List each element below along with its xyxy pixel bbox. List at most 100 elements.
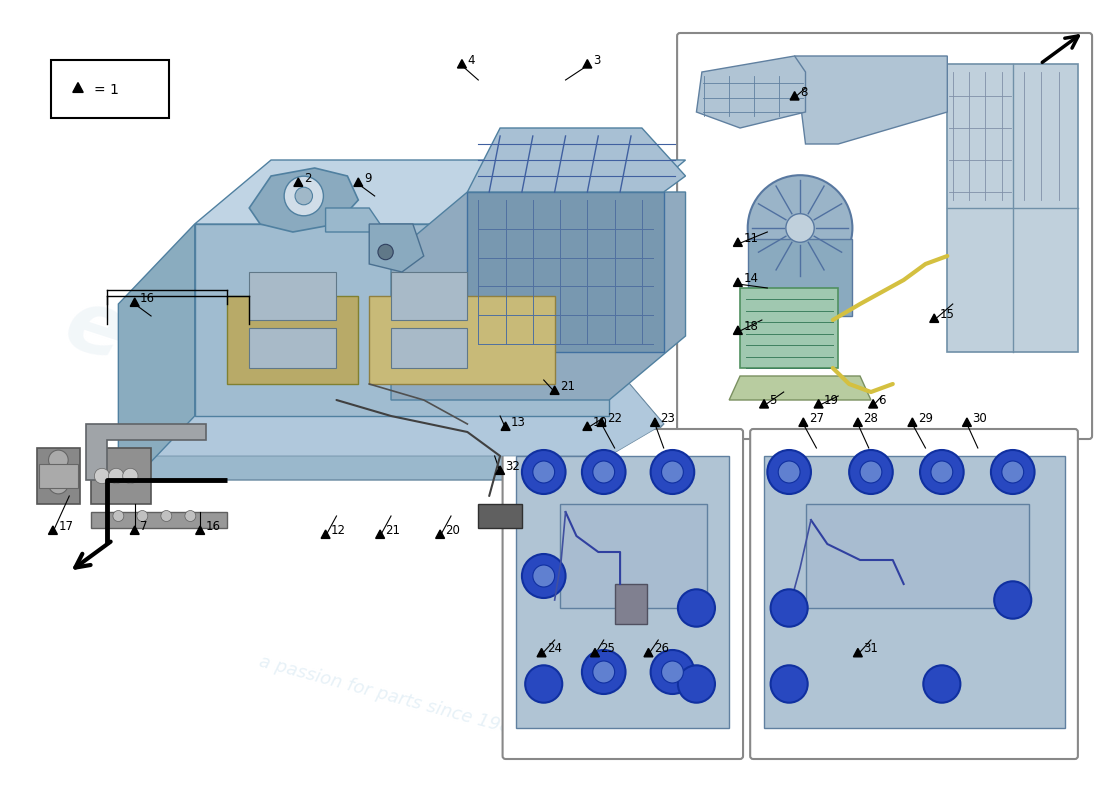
Polygon shape [228,296,359,384]
Polygon shape [696,56,805,128]
Polygon shape [591,648,600,657]
Circle shape [95,468,110,484]
Polygon shape [748,239,852,316]
Polygon shape [930,314,938,322]
Polygon shape [799,418,807,426]
Text: 6: 6 [879,394,887,406]
Polygon shape [734,278,742,286]
Polygon shape [91,448,151,504]
Text: 30: 30 [972,412,987,425]
Text: eurobits: eurobits [55,282,465,486]
Text: 28: 28 [864,412,878,425]
Circle shape [582,450,626,494]
Text: 21: 21 [560,380,575,393]
Circle shape [661,461,683,483]
Polygon shape [39,464,78,488]
Polygon shape [321,530,330,538]
Circle shape [109,468,124,484]
Polygon shape [644,648,653,657]
Polygon shape [962,418,971,426]
Polygon shape [794,56,947,144]
Circle shape [661,661,683,683]
Polygon shape [583,422,592,430]
Polygon shape [650,418,659,426]
Circle shape [923,666,960,702]
Polygon shape [740,288,838,368]
Text: 10: 10 [593,416,607,429]
Polygon shape [517,456,729,728]
Circle shape [994,582,1032,618]
Circle shape [525,666,562,702]
Circle shape [378,244,393,260]
Circle shape [920,450,964,494]
Text: 25: 25 [601,642,615,655]
Polygon shape [468,128,685,192]
Polygon shape [195,224,609,416]
Polygon shape [390,272,468,320]
FancyBboxPatch shape [51,60,169,118]
Text: = 1: = 1 [95,82,119,97]
Polygon shape [250,328,337,368]
Polygon shape [354,178,363,186]
Circle shape [532,461,554,483]
Polygon shape [496,466,505,474]
Circle shape [123,468,138,484]
Circle shape [136,510,147,522]
Circle shape [771,666,807,702]
Circle shape [650,450,694,494]
Polygon shape [734,326,742,334]
Text: 17: 17 [58,520,74,533]
Polygon shape [130,526,140,534]
Circle shape [785,214,814,242]
Circle shape [678,590,715,626]
Circle shape [521,554,565,598]
Text: 5: 5 [770,394,777,406]
Polygon shape [86,424,206,480]
Text: 20: 20 [446,524,461,537]
Polygon shape [195,160,685,224]
Polygon shape [583,60,592,68]
Text: 16: 16 [206,520,221,533]
Polygon shape [729,376,871,400]
Polygon shape [370,224,424,272]
Polygon shape [376,530,385,538]
Text: 32: 32 [506,460,520,473]
Polygon shape [869,400,878,408]
Polygon shape [805,504,1030,608]
Polygon shape [436,530,444,538]
Polygon shape [250,168,359,232]
Text: 18: 18 [744,320,758,333]
FancyBboxPatch shape [503,429,743,759]
Polygon shape [550,386,559,394]
Circle shape [593,461,615,483]
Polygon shape [764,456,1065,728]
Polygon shape [130,298,140,306]
Polygon shape [947,64,1078,352]
Polygon shape [790,92,799,100]
Circle shape [650,650,694,694]
Circle shape [161,510,172,522]
Circle shape [295,187,312,205]
Polygon shape [326,208,381,232]
Circle shape [113,510,124,522]
Polygon shape [196,526,205,534]
Text: 4: 4 [468,54,475,66]
Text: 11: 11 [744,232,758,245]
Circle shape [778,461,800,483]
Text: 2: 2 [304,172,311,185]
Polygon shape [854,418,862,426]
Circle shape [768,450,811,494]
Polygon shape [119,224,195,496]
Polygon shape [908,418,917,426]
Polygon shape [294,178,302,186]
Text: 3: 3 [593,54,601,66]
Polygon shape [140,360,663,480]
Circle shape [284,176,323,216]
Circle shape [931,461,953,483]
FancyBboxPatch shape [678,33,1092,439]
Polygon shape [760,400,769,408]
Circle shape [1002,461,1024,483]
Circle shape [582,650,626,694]
Circle shape [991,450,1035,494]
Polygon shape [597,418,606,426]
